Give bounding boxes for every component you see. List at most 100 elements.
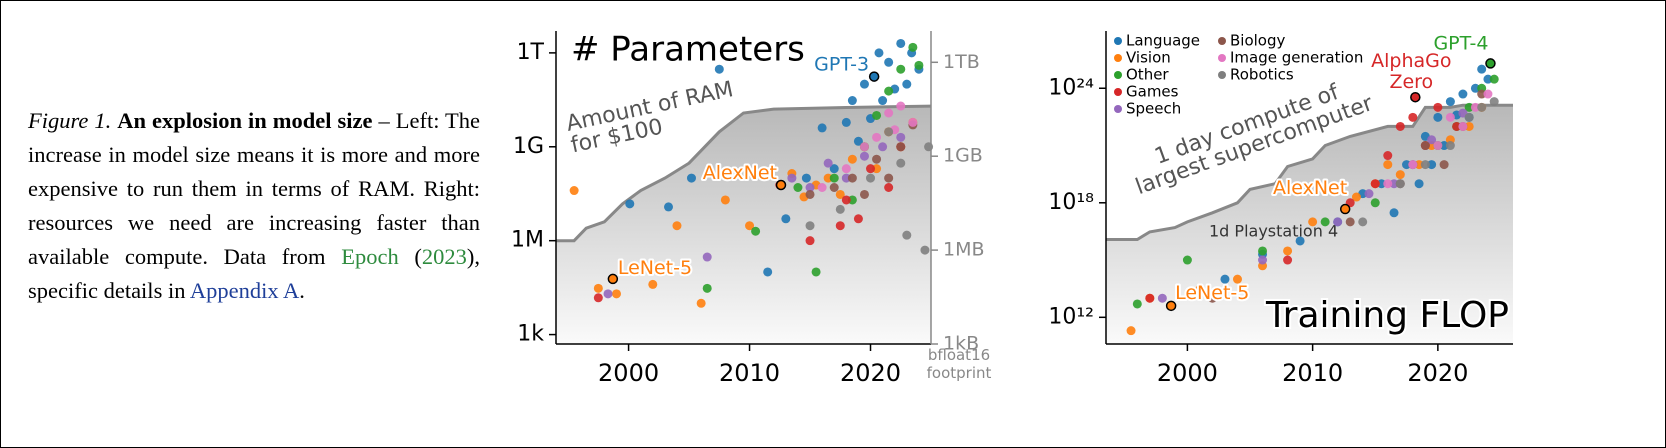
y-tick-label: 1k [517, 322, 544, 347]
data-point [1283, 255, 1293, 265]
y2-axis-label-line: footprint [927, 364, 992, 382]
data-point [763, 267, 773, 277]
data-point [872, 132, 882, 142]
legend-label: Games [1126, 83, 1179, 101]
highlight-point [1485, 58, 1496, 69]
data-point [1470, 83, 1480, 93]
data-point [1145, 293, 1155, 303]
legend-label: Vision [1126, 49, 1171, 67]
data-point [1370, 179, 1380, 189]
data-point [841, 195, 851, 205]
y2-tick-label: 1kB [943, 333, 979, 355]
data-point [1420, 141, 1430, 151]
y-tick-label: 10¹² [1048, 304, 1094, 329]
appendix-link[interactable]: Appendix A [189, 278, 300, 303]
data-point [1439, 141, 1449, 151]
data-point [805, 236, 815, 246]
data-point [908, 117, 918, 127]
data-point [696, 298, 706, 308]
y2-axis-label: bfloat16 footprint [927, 346, 992, 382]
data-point [686, 173, 696, 183]
data-point [859, 189, 869, 199]
legend-marker [1114, 54, 1122, 62]
data-point [896, 142, 906, 152]
x-tick-label: 2000 [598, 359, 659, 387]
data-point [878, 96, 888, 106]
data-point [603, 289, 613, 299]
data-point [1232, 274, 1242, 284]
legend-marker [1218, 37, 1226, 45]
data-point [866, 164, 876, 174]
data-point [1477, 89, 1487, 99]
legend-marker [1114, 88, 1122, 96]
data-point [805, 221, 815, 231]
data-point [1427, 135, 1437, 145]
data-point [1207, 293, 1217, 303]
data-point [841, 164, 851, 174]
data-point [1283, 246, 1293, 256]
annotation: AlphaGo Zero [1371, 50, 1451, 93]
caption-text: ), specific details in [28, 244, 481, 303]
highlight-point [1339, 203, 1351, 215]
data-point [1402, 160, 1412, 170]
data-point [1464, 112, 1474, 122]
year-link[interactable]: 2023 [421, 244, 467, 269]
y-tick-label: 1T [517, 40, 545, 65]
data-point [1408, 160, 1418, 170]
data-point [884, 108, 894, 118]
data-point [1395, 170, 1405, 180]
data-point [896, 132, 906, 142]
data-point [859, 142, 869, 152]
data-point [896, 101, 906, 111]
y2-tick-label: 1MB [943, 239, 985, 261]
data-point [1414, 160, 1424, 170]
data-point [625, 199, 635, 209]
data-point [1445, 141, 1455, 151]
data-point [781, 214, 791, 224]
data-point [1258, 246, 1268, 256]
data-point [1389, 208, 1399, 218]
data-point [1489, 97, 1499, 107]
data-point [1477, 102, 1487, 112]
data-point [835, 189, 845, 199]
data-point [817, 123, 827, 133]
data-point [847, 173, 857, 183]
source-link[interactable]: Epoch [341, 244, 399, 269]
legend-marker [1218, 71, 1226, 79]
caption-body: – Left: The increase in model size means… [28, 108, 481, 269]
legend-label: Biology [1230, 32, 1286, 50]
data-point [1258, 255, 1268, 265]
caption-title: An explosion in model size [117, 108, 373, 133]
x-tick-label: 2010 [1282, 359, 1343, 387]
legend-marker [1114, 105, 1122, 113]
data-point [1370, 198, 1380, 208]
data-point [1182, 255, 1192, 265]
annotation: GPT-3 [814, 54, 869, 76]
note: 1d Playstation 4 [1209, 222, 1338, 241]
data-point [1383, 151, 1393, 161]
data-point [787, 173, 797, 183]
x-tick-label: 2010 [719, 359, 780, 387]
y-tick-label: 10²⁴ [1048, 75, 1094, 100]
data-point [801, 173, 811, 183]
data-point [853, 136, 863, 146]
legend-label: Robotics [1230, 66, 1294, 84]
chart-title: # Parameters [571, 30, 805, 70]
data-point [664, 202, 673, 212]
area-line [1106, 103, 1513, 241]
highlight-point [1410, 91, 1421, 103]
data-point [648, 279, 658, 289]
data-point [1220, 274, 1230, 284]
data-point [805, 189, 815, 199]
data-point [1489, 74, 1499, 84]
legend-label: Other [1126, 66, 1169, 84]
data-point [835, 221, 845, 231]
data-point [714, 64, 724, 74]
data-point [835, 204, 845, 214]
y2-tick-label: 1TB [943, 51, 980, 73]
data-point [672, 221, 682, 231]
data-point [902, 79, 912, 89]
y-tick-label: 10¹⁸ [1048, 190, 1094, 215]
data-point [866, 173, 876, 183]
